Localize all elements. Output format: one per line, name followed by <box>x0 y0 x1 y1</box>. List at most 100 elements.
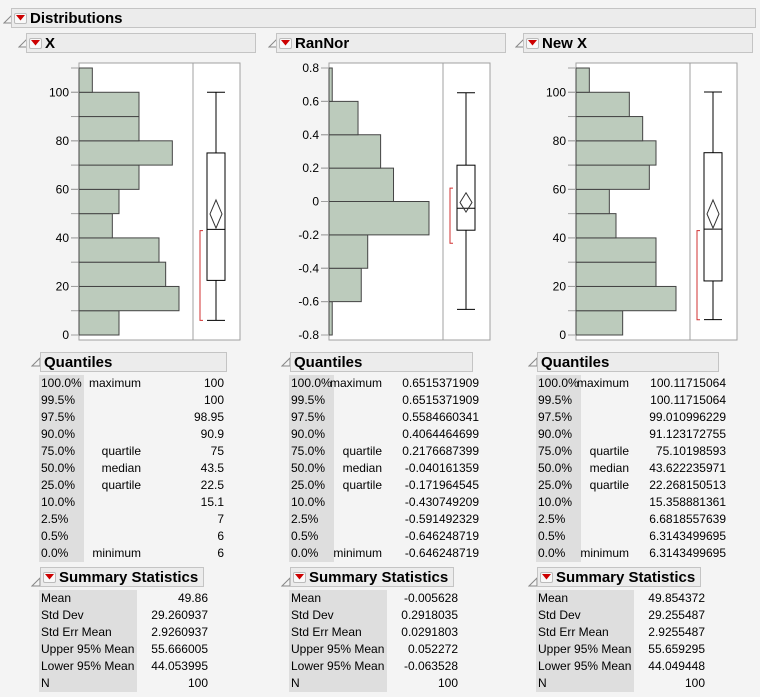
histogram-bar[interactable] <box>575 188 610 215</box>
histogram-bar[interactable] <box>575 140 657 166</box>
summary-row: Mean -0.005628 <box>289 590 459 607</box>
axis-tick-label: 60 <box>56 182 70 196</box>
histogram-bar[interactable] <box>575 213 617 239</box>
quantile-percent: 50.0% <box>536 460 581 477</box>
box-plot[interactable] <box>199 91 226 321</box>
quantile-row: 99.5% 100.11715064 <box>536 392 726 409</box>
summary-statistics-header: Summary Statistics <box>40 567 204 587</box>
quantile-value: -0.646248719 <box>404 546 479 560</box>
quantile-value: 6.3143499695 <box>649 546 726 560</box>
quantile-percent: 99.5% <box>289 392 334 409</box>
histogram-bar[interactable] <box>575 237 657 263</box>
quantile-label: maximum <box>576 376 629 390</box>
histogram-bar[interactable] <box>575 116 644 142</box>
histogram-bar[interactable] <box>78 67 93 93</box>
quantile-value: 6 <box>217 529 224 543</box>
quantile-percent: 100.0% <box>39 375 84 392</box>
quantile-row: 75.0% quartile 75 <box>39 443 229 460</box>
summary-label: Lower 95% Mean <box>289 658 387 675</box>
quantiles-header[interactable]: Quantiles <box>290 352 473 372</box>
histogram-bar[interactable] <box>575 164 650 190</box>
histogram-bar[interactable] <box>575 310 624 336</box>
histogram-bar[interactable] <box>328 134 382 169</box>
axis-tick-label: 0.8 <box>302 61 319 75</box>
histogram-bar[interactable] <box>78 140 173 166</box>
quantile-label: maximum <box>88 376 141 390</box>
axis-tick-label: 0.6 <box>302 94 319 108</box>
quantile-row: 0.5% -0.646248719 <box>289 528 479 545</box>
summary-value: 100 <box>684 676 705 690</box>
histogram-bar[interactable] <box>328 167 395 202</box>
box-plot[interactable] <box>696 91 723 321</box>
summary-row: Std Dev 29.255487 <box>536 607 706 624</box>
histogram-bar[interactable] <box>328 100 359 136</box>
red-triangle-menu-icon[interactable] <box>29 37 42 49</box>
quantile-row: 75.0% quartile 0.2176687399 <box>289 443 479 460</box>
histogram-bar[interactable] <box>78 261 167 287</box>
quantile-label: quartile <box>589 478 629 492</box>
quantile-percent: 75.0% <box>536 443 581 460</box>
red-triangle-menu-icon[interactable] <box>279 37 292 49</box>
quantiles-header[interactable]: Quantiles <box>40 352 227 372</box>
histogram-bar[interactable] <box>575 67 590 93</box>
quantile-label: minimum <box>580 546 629 560</box>
histogram-bar[interactable] <box>78 188 120 215</box>
histogram-bar[interactable] <box>575 261 657 287</box>
quantile-value: -0.646248719 <box>404 529 479 543</box>
histogram-bar[interactable] <box>575 285 677 312</box>
quantile-value: 0.5584660341 <box>402 410 479 424</box>
axis-tick-label: 100 <box>546 85 566 99</box>
histogram-bar[interactable] <box>78 213 113 239</box>
quantile-percent: 0.0% <box>39 545 84 562</box>
red-triangle-menu-icon[interactable] <box>526 37 539 49</box>
quantile-value: 6 <box>217 546 224 560</box>
histogram-chart: 0 20 40 60 80 100 <box>546 62 738 342</box>
quantile-value: 100 <box>203 376 224 390</box>
axis-tick-label: 40 <box>553 231 567 245</box>
histogram-bar[interactable] <box>575 91 630 118</box>
quantile-row: 25.0% quartile -0.171964545 <box>289 477 479 494</box>
histogram-bar[interactable] <box>78 91 140 118</box>
red-triangle-menu-icon[interactable] <box>43 571 56 583</box>
red-triangle-menu-icon[interactable] <box>540 571 553 583</box>
quantile-percent: 2.5% <box>536 511 581 528</box>
quantile-row: 90.0% 91.123172755 <box>536 426 726 443</box>
quantile-value: 0.6515371909 <box>402 393 479 407</box>
red-triangle-menu-icon[interactable] <box>14 12 27 24</box>
quantile-label: quartile <box>342 478 382 492</box>
quantiles-table: 100.0% maximum 0.6515371909 99.5% 0.65153719… <box>289 375 479 565</box>
summary-label: Upper 95% Mean <box>39 641 137 658</box>
histogram-bar[interactable] <box>328 267 362 303</box>
box-plot[interactable] <box>449 92 476 310</box>
summary-value: 44.049448 <box>648 659 705 673</box>
red-triangle-menu-icon[interactable] <box>293 571 306 583</box>
quantile-label: minimum <box>92 546 141 560</box>
iqr-box <box>456 164 476 231</box>
quantile-label: quartile <box>589 444 629 458</box>
quantile-value: 0.4064464699 <box>402 427 479 441</box>
histogram-bar[interactable] <box>78 310 120 336</box>
summary-statistics-title: Summary Statistics <box>309 568 449 586</box>
quantile-row: 100.0% maximum 0.6515371909 <box>289 375 479 392</box>
axis-tick-label: 0 <box>559 328 566 342</box>
summary-value: 100 <box>187 676 208 690</box>
quantile-percent: 50.0% <box>289 460 334 477</box>
quantile-row: 0.0% minimum 6.3143499695 <box>536 545 726 562</box>
mean-diamond <box>706 198 720 230</box>
histogram-bar[interactable] <box>78 164 140 190</box>
summary-label: Std Dev <box>39 607 137 624</box>
quantile-value: 43.622235971 <box>649 461 726 475</box>
distributions-title: Distributions <box>30 9 123 27</box>
quantile-label: quartile <box>101 478 141 492</box>
quantile-percent: 0.5% <box>39 528 84 545</box>
histogram-bar[interactable] <box>78 116 140 142</box>
histogram-bar[interactable] <box>328 201 430 236</box>
summary-row: Std Err Mean 2.9260937 <box>39 624 209 641</box>
axis-tick-label: 20 <box>56 279 70 293</box>
histogram-bar[interactable] <box>328 234 369 269</box>
histogram-bar[interactable] <box>78 237 160 263</box>
histogram-bar[interactable] <box>328 301 333 336</box>
histogram-bar[interactable] <box>328 67 333 102</box>
quantiles-header[interactable]: Quantiles <box>537 352 719 372</box>
histogram-bar[interactable] <box>78 285 180 312</box>
